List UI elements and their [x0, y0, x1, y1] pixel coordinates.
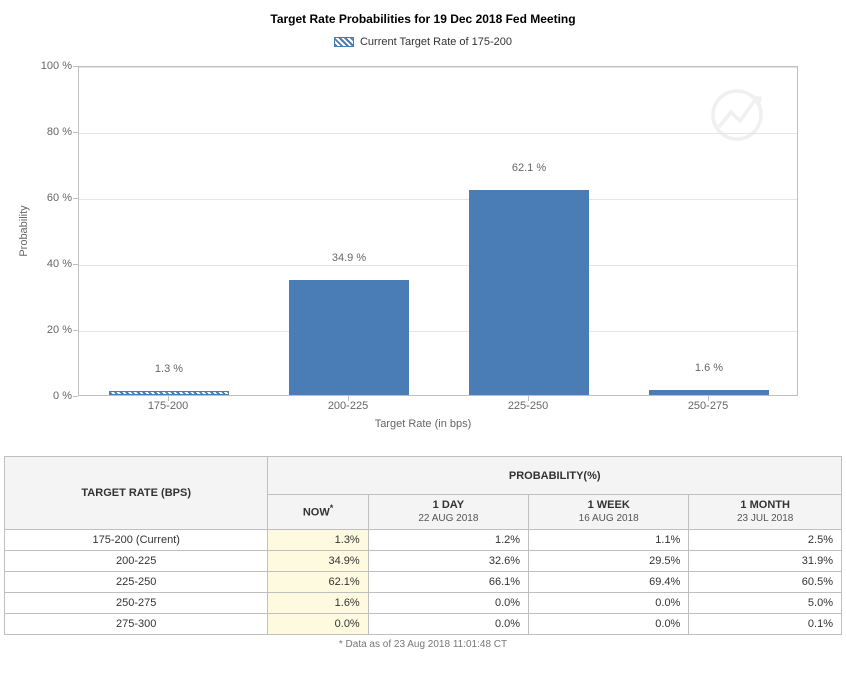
y-tick-mark [73, 132, 78, 133]
y-tick-label: 40 % [12, 258, 72, 270]
y-tick-label: 20 % [12, 324, 72, 336]
cell-1day: 32.6% [368, 551, 528, 572]
cell-1week: 1.1% [529, 530, 689, 551]
bar-value-label: 34.9 % [289, 252, 409, 264]
cell-now: 0.0% [268, 614, 368, 635]
cell-rate: 225-250 [5, 572, 268, 593]
gridline [79, 199, 797, 200]
cell-now: 34.9% [268, 551, 368, 572]
x-tick-mark [168, 396, 169, 401]
table-row: 250-2751.6%0.0%0.0%5.0% [5, 593, 842, 614]
y-axis-label: Probability [18, 205, 30, 256]
cell-1week: 0.0% [529, 614, 689, 635]
cell-1day: 66.1% [368, 572, 528, 593]
cell-rate: 200-225 [5, 551, 268, 572]
cell-now: 1.3% [268, 530, 368, 551]
probability-table: TARGET RATE (BPS) PROBABILITY(%) NOW* 1 … [4, 456, 842, 635]
x-tick-label: 250-275 [648, 400, 768, 412]
cell-1week: 69.4% [529, 572, 689, 593]
cell-1month: 60.5% [689, 572, 842, 593]
cell-1day: 1.2% [368, 530, 528, 551]
x-tick-mark [348, 396, 349, 401]
table-col-1month: 1 MONTH23 JUL 2018 [689, 495, 842, 530]
cell-1month: 5.0% [689, 593, 842, 614]
gridline [79, 67, 797, 68]
cell-rate: 175-200 (Current) [5, 530, 268, 551]
cell-1month: 31.9% [689, 551, 842, 572]
table-col-1week: 1 WEEK16 AUG 2018 [529, 495, 689, 530]
bar [649, 390, 769, 395]
cell-1week: 0.0% [529, 593, 689, 614]
table-col-now: NOW* [268, 495, 368, 530]
bar [109, 391, 229, 395]
x-tick-label: 200-225 [288, 400, 408, 412]
gridline [79, 133, 797, 134]
gridline [79, 265, 797, 266]
table-row: 200-22534.9%32.6%29.5%31.9% [5, 551, 842, 572]
y-tick-label: 80 % [12, 126, 72, 138]
y-tick-label: 100 % [12, 60, 72, 72]
cell-rate: 275-300 [5, 614, 268, 635]
table-row: 275-3000.0%0.0%0.0%0.1% [5, 614, 842, 635]
cell-now: 62.1% [268, 572, 368, 593]
cell-rate: 250-275 [5, 593, 268, 614]
cell-1week: 29.5% [529, 551, 689, 572]
gridline [79, 331, 797, 332]
table-col-1day: 1 DAY22 AUG 2018 [368, 495, 528, 530]
x-axis-label: Target Rate (in bps) [0, 418, 846, 430]
y-tick-mark [73, 198, 78, 199]
bar-chart: Probability 1.3 % 34.9 % 62.1 % 1.6 % Targe… [0, 56, 846, 446]
x-tick-mark [528, 396, 529, 401]
x-tick-mark [708, 396, 709, 401]
y-tick-label: 60 % [12, 192, 72, 204]
legend-swatch-icon [334, 37, 354, 47]
table-header-prob: PROBABILITY(%) [268, 457, 842, 495]
watermark-icon [707, 85, 767, 145]
y-tick-mark [73, 264, 78, 265]
y-tick-label: 0 % [12, 390, 72, 402]
y-tick-mark [73, 66, 78, 67]
cell-1month: 0.1% [689, 614, 842, 635]
plot-area: 1.3 % 34.9 % 62.1 % 1.6 % [78, 66, 798, 396]
x-tick-label: 225-250 [468, 400, 588, 412]
cell-1month: 2.5% [689, 530, 842, 551]
y-tick-mark [73, 330, 78, 331]
bar [289, 280, 409, 395]
legend-label: Current Target Rate of 175-200 [360, 36, 512, 48]
y-tick-mark [73, 396, 78, 397]
chart-legend: Current Target Rate of 175-200 [0, 36, 846, 56]
bar-value-label: 62.1 % [469, 162, 589, 174]
bar-value-label: 1.6 % [649, 362, 769, 374]
bar-value-label: 1.3 % [109, 363, 229, 375]
table-header-rate: TARGET RATE (BPS) [5, 457, 268, 530]
footnote: * Data as of 23 Aug 2018 11:01:48 CT [0, 639, 846, 658]
chart-title: Target Rate Probabilities for 19 Dec 201… [0, 0, 846, 36]
table-row: 175-200 (Current)1.3%1.2%1.1%2.5% [5, 530, 842, 551]
bar [469, 190, 589, 395]
x-tick-label: 175-200 [108, 400, 228, 412]
table-row: 225-25062.1%66.1%69.4%60.5% [5, 572, 842, 593]
page-root: Target Rate Probabilities for 19 Dec 201… [0, 0, 846, 658]
cell-1day: 0.0% [368, 614, 528, 635]
cell-now: 1.6% [268, 593, 368, 614]
cell-1day: 0.0% [368, 593, 528, 614]
